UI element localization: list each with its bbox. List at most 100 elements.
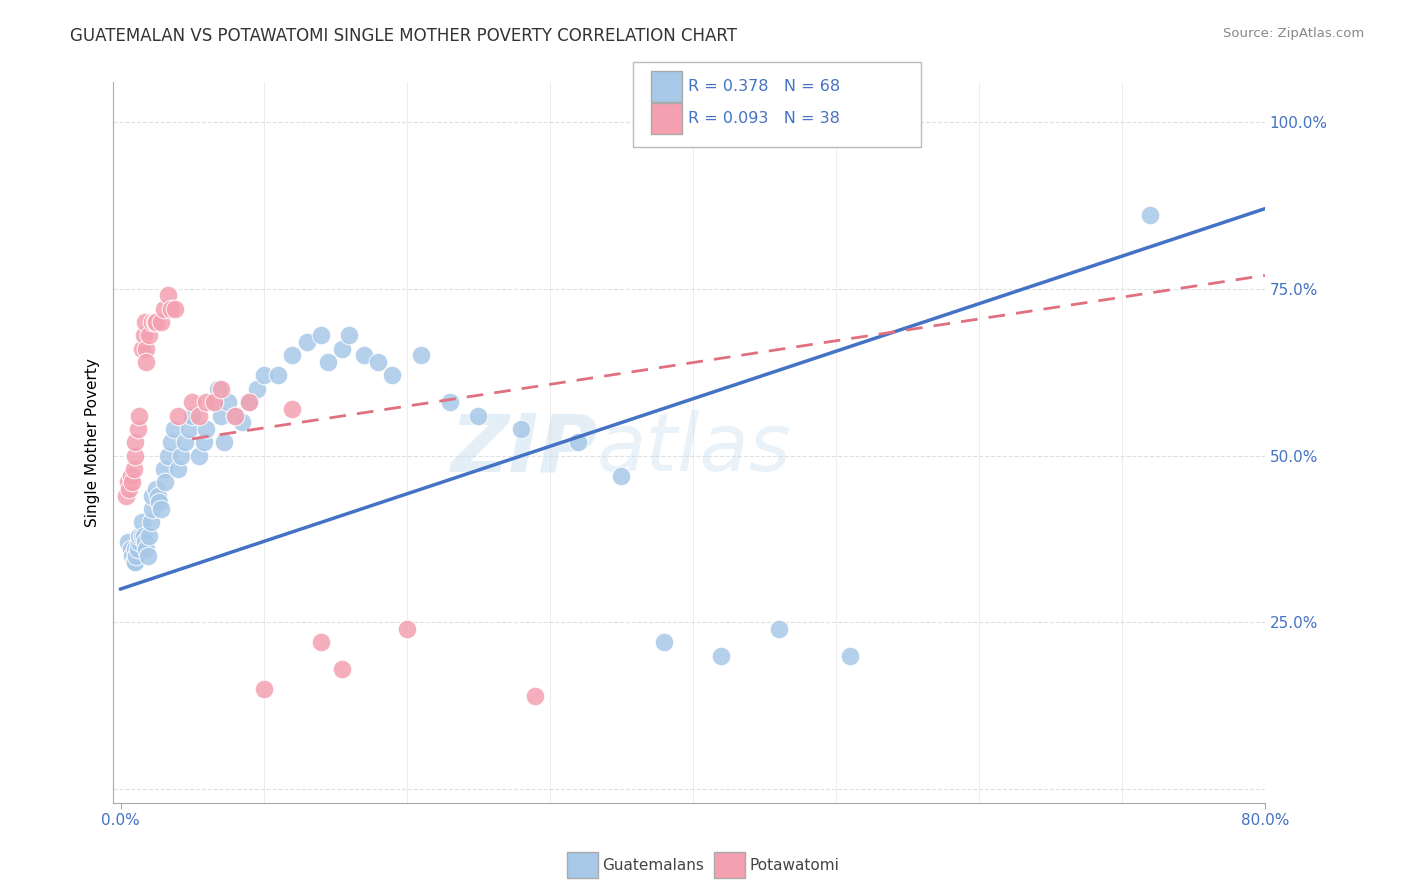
- Point: [409, 349, 432, 363]
- Point: [149, 315, 172, 329]
- Point: [768, 622, 790, 636]
- Point: [202, 395, 225, 409]
- Point: [135, 342, 157, 356]
- Point: [839, 648, 862, 663]
- Point: [125, 549, 148, 563]
- Point: [381, 368, 404, 383]
- Point: [224, 409, 246, 423]
- Text: atlas: atlas: [598, 410, 792, 489]
- Point: [281, 349, 304, 363]
- Point: [188, 449, 211, 463]
- Point: [238, 395, 260, 409]
- Text: Source: ZipAtlas.com: Source: ZipAtlas.com: [1223, 27, 1364, 40]
- Point: [153, 475, 176, 490]
- Point: [138, 528, 160, 542]
- Point: [159, 435, 181, 450]
- Point: [135, 355, 157, 369]
- Point: [120, 541, 142, 556]
- Y-axis label: Single Mother Poverty: Single Mother Poverty: [86, 358, 100, 526]
- Text: R = 0.093   N = 38: R = 0.093 N = 38: [688, 112, 839, 126]
- Text: ZIP: ZIP: [450, 410, 598, 489]
- Point: [162, 422, 184, 436]
- Point: [195, 422, 218, 436]
- Point: [524, 689, 547, 703]
- Point: [136, 549, 159, 563]
- Point: [118, 482, 141, 496]
- Point: [121, 549, 143, 563]
- Point: [179, 422, 201, 436]
- Point: [139, 516, 162, 530]
- Point: [122, 555, 145, 569]
- Point: [339, 328, 361, 343]
- Point: [117, 475, 139, 490]
- Point: [652, 635, 675, 649]
- Point: [253, 368, 276, 383]
- Point: [120, 468, 142, 483]
- Point: [567, 435, 589, 450]
- Text: GUATEMALAN VS POTAWATOMI SINGLE MOTHER POVERTY CORRELATION CHART: GUATEMALAN VS POTAWATOMI SINGLE MOTHER P…: [70, 27, 737, 45]
- Point: [134, 535, 156, 549]
- Point: [330, 342, 353, 356]
- Point: [238, 395, 260, 409]
- Point: [132, 328, 155, 343]
- Point: [135, 541, 157, 556]
- Point: [193, 435, 215, 450]
- Point: [152, 462, 174, 476]
- Point: [131, 342, 153, 356]
- Point: [141, 489, 163, 503]
- Point: [145, 482, 167, 496]
- Point: [330, 662, 353, 676]
- Point: [188, 409, 211, 423]
- Point: [128, 535, 150, 549]
- Point: [156, 449, 179, 463]
- Point: [156, 288, 179, 302]
- Point: [117, 535, 139, 549]
- Point: [132, 528, 155, 542]
- Point: [281, 401, 304, 416]
- Point: [267, 368, 290, 383]
- Point: [353, 349, 375, 363]
- Point: [148, 495, 170, 509]
- Point: [127, 541, 149, 556]
- Point: [131, 528, 153, 542]
- Point: [124, 555, 146, 569]
- Point: [209, 409, 232, 423]
- Point: [510, 422, 533, 436]
- Point: [181, 395, 204, 409]
- Point: [367, 355, 389, 369]
- Point: [181, 409, 204, 423]
- Point: [207, 382, 229, 396]
- Point: [224, 409, 246, 423]
- Point: [309, 328, 332, 343]
- Point: [141, 502, 163, 516]
- Point: [217, 395, 239, 409]
- Point: [115, 489, 138, 503]
- Point: [131, 516, 153, 530]
- Point: [159, 301, 181, 316]
- Point: [170, 449, 193, 463]
- Point: [309, 635, 332, 649]
- Point: [395, 622, 418, 636]
- Point: [163, 301, 186, 316]
- Point: [209, 382, 232, 396]
- Point: [146, 489, 169, 503]
- Point: [231, 415, 253, 429]
- Text: R = 0.378   N = 68: R = 0.378 N = 68: [688, 79, 839, 94]
- Point: [128, 409, 150, 423]
- Text: Potawatomi: Potawatomi: [749, 858, 839, 872]
- Point: [295, 335, 318, 350]
- Point: [316, 355, 339, 369]
- Point: [138, 328, 160, 343]
- Point: [124, 449, 146, 463]
- Point: [202, 395, 225, 409]
- Point: [174, 435, 197, 450]
- Point: [143, 315, 166, 329]
- Point: [610, 468, 633, 483]
- Point: [166, 409, 188, 423]
- Point: [166, 462, 188, 476]
- Point: [124, 435, 146, 450]
- Point: [121, 475, 143, 490]
- Point: [253, 682, 276, 697]
- Point: [124, 541, 146, 556]
- Point: [145, 315, 167, 329]
